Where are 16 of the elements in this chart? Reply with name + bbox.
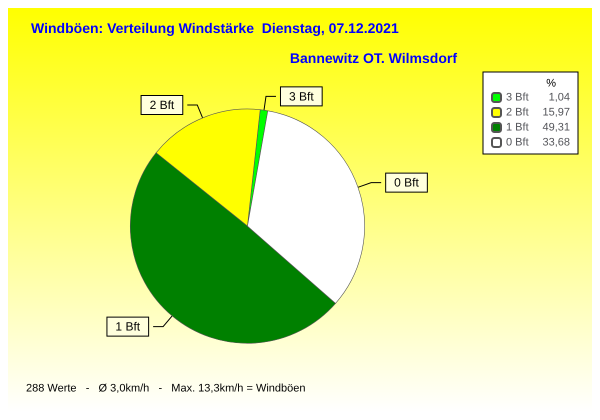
- text: 288 Werte - Ø 3,0km/h - Max. 13,3km/h = Windböen: [26, 382, 306, 394]
- slice-label: 3 Bft: [288, 89, 314, 104]
- legend-label: 0 Bft: [506, 136, 529, 148]
- legend-label: 2 Bft: [506, 106, 529, 118]
- data-label: 49,31: [542, 122, 570, 134]
- chart-subtitle: Bannewitz OT. Wilmsdorf: [290, 50, 458, 66]
- data-label: 15,97: [542, 106, 570, 118]
- chart-title: Windböen: Verteilung Windstärke Dienstag, 07.12.2021: [31, 20, 399, 36]
- legend-label: 3 Bft: [506, 92, 529, 104]
- legend-title: %: [546, 78, 556, 90]
- slice-label: 1 Bft: [115, 320, 141, 334]
- slice-label: 2 Bft: [150, 98, 175, 112]
- slice-label: 0 Bft: [394, 176, 420, 190]
- data-label: 1,04: [548, 92, 570, 104]
- legend-label: 1 Bft: [506, 122, 529, 134]
- data-label: 33,68: [542, 136, 570, 148]
